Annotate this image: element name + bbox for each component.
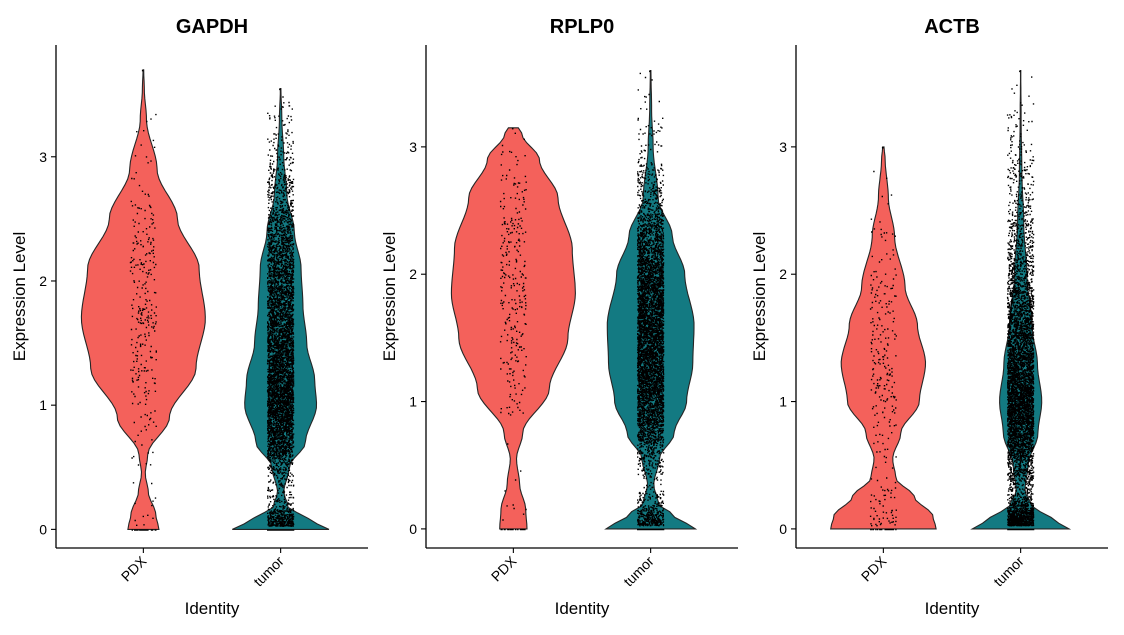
y-tick-label: 0	[779, 521, 787, 537]
x-tick-label: PDX	[858, 552, 890, 584]
panel-actb: ACTB 0 1 2 3 PDX tumor Identity Expression Level	[750, 16, 1108, 618]
x-axis-title: Identity	[555, 599, 610, 618]
y-tick-label: 3	[409, 139, 417, 155]
y-tick-label: 0	[39, 521, 47, 537]
jitter-points	[266, 88, 295, 531]
violin-pdx	[80, 69, 206, 530]
x-axis-title: Identity	[925, 599, 980, 618]
jitter-points	[1006, 70, 1035, 531]
y-tick-label: 3	[39, 149, 47, 165]
jitter-points	[869, 146, 897, 531]
y-tick-label: 3	[779, 139, 787, 155]
y-axis-title: Expression Level	[380, 232, 399, 361]
jitter-points	[499, 127, 527, 531]
y-tick-label: 2	[39, 273, 47, 289]
y-tick-label: 2	[779, 266, 787, 282]
y-axis-title: Expression Level	[10, 232, 29, 361]
x-tick-label: PDX	[488, 552, 520, 584]
points-tumor	[1006, 70, 1035, 531]
x-tick-label: tumor	[620, 553, 657, 590]
panel-gapdh: GAPDH 0 1 2 3 PDX tumor Identity Expression Leve…	[10, 16, 368, 618]
y-tick-label: 0	[409, 521, 417, 537]
panel-title: RPLP0	[550, 16, 614, 38]
points-pdx	[869, 146, 897, 531]
y-tick-label: 1	[409, 394, 417, 410]
x-tick-label: PDX	[118, 552, 150, 584]
points-tumor	[266, 88, 295, 531]
panel-title: ACTB	[924, 16, 980, 38]
y-tick-label: 1	[779, 394, 787, 410]
jitter-points	[636, 70, 665, 531]
y-axis-title: Expression Level	[750, 232, 769, 361]
x-tick-label: tumor	[990, 553, 1027, 590]
panel-rplp0: RPLP0 0 1 2 3 PDX tumor Identity Expression Leve…	[380, 16, 738, 618]
panel-title: GAPDH	[176, 16, 248, 38]
points-pdx	[499, 127, 527, 531]
x-tick-label: tumor	[250, 553, 287, 590]
y-tick-label: 2	[409, 266, 417, 282]
x-axis-title: Identity	[185, 599, 240, 618]
points-tumor	[636, 70, 665, 531]
y-tick-label: 1	[39, 397, 47, 413]
violin-pdx	[830, 146, 937, 530]
panels: GAPDH 0 1 2 3 PDX tumor Identity Expression Leve…	[10, 16, 1108, 618]
